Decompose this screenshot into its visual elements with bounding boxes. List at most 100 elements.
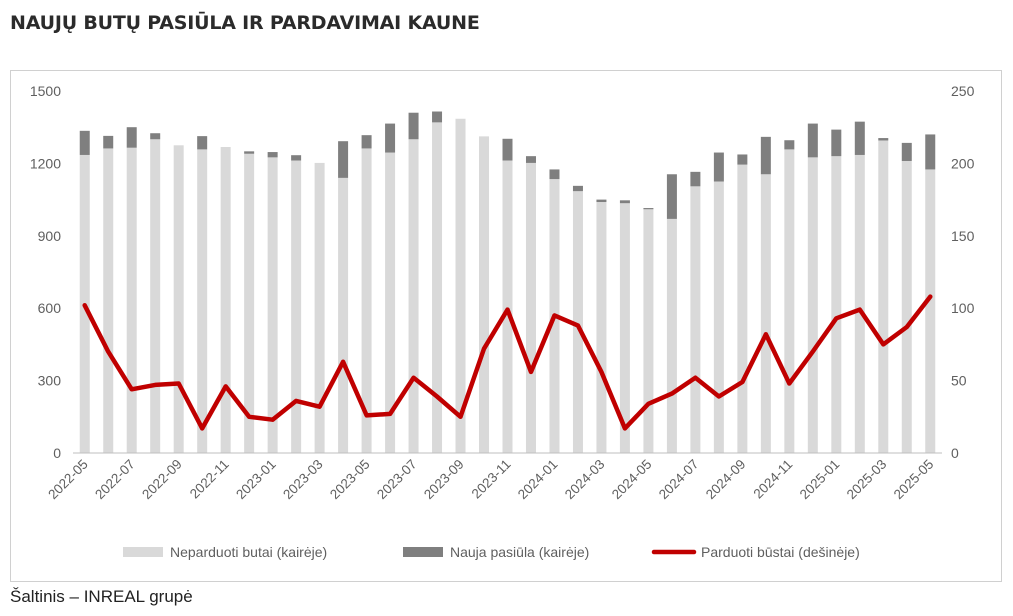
bar-unsold-2025-04 [901,160,912,453]
bar-new-supply-2022-06 [103,135,114,149]
bar-unsold-2025-01 [831,156,842,453]
series-line-sold [82,294,933,431]
bar-unsold-2023-10 [479,136,490,453]
chart-svg: 0 300 600 900 1200 1500 0 50 100 150 200 250 2022-05… [30,83,975,560]
right-tick-label: 200 [951,155,975,171]
bar-unsold-2024-02 [572,191,583,454]
bar-unsold-2022-12 [244,153,255,453]
legend-sold-label: Parduoti būstai (dešinėje) [701,544,860,560]
x-tick-label: 2022-09 [139,457,185,503]
left-tick-label: 900 [38,228,62,244]
bar-new-supply-2022-05 [79,130,90,155]
x-tick-label: 2025-05 [891,457,937,503]
bar-unsold-2023-09 [455,118,466,454]
bar-new-supply-2023-02 [291,155,302,161]
bar-new-supply-2024-12 [807,123,818,158]
page-title: NAUJŲ BUTŲ PASIŪLA IR PARDAVIMAI KAUNE [10,12,480,34]
bar-new-supply-2023-04 [338,141,349,178]
x-tick-label: 2024-05 [609,457,655,503]
bar-unsold-2022-07 [126,147,137,454]
bar-unsold-2025-05 [925,169,936,453]
x-tick-label: 2024-11 [751,457,796,502]
left-tick-label: 1500 [30,83,61,99]
legend-new-supply-swatch [403,547,443,557]
bar-new-supply-2023-08 [432,111,443,123]
bar-unsold-2023-12 [525,162,536,453]
bar-new-supply-2024-08 [713,152,724,182]
legend-new-supply-label: Nauja pasiūla (kairėje) [450,544,589,560]
bar-unsold-2023-05 [361,148,372,454]
bar-unsold-2025-02 [854,154,865,453]
right-tick-label: 50 [951,373,967,389]
bar-new-supply-2024-06 [666,174,677,219]
x-tick-label: 2024-03 [562,457,608,503]
bar-new-supply-2024-03 [596,199,607,203]
x-tick-label: 2025-03 [844,457,890,503]
bar-new-supply-2024-11 [784,140,795,150]
right-tick-label: 0 [951,445,959,461]
bar-new-supply-2024-04 [619,200,630,204]
legend-unsold-label: Neparduoti butai (kairėje) [170,544,327,560]
bar-unsold-2023-02 [291,160,302,453]
bar-unsold-2024-08 [713,181,724,453]
bar-unsold-2022-10 [197,149,208,454]
x-tick-label: 2024-09 [703,457,749,503]
bar-unsold-2023-03 [314,162,325,453]
bar-unsold-2023-11 [502,160,513,453]
bar-new-supply-2024-05 [643,208,654,210]
bar-new-supply-2022-12 [244,151,255,154]
bar-unsold-2023-06 [385,152,396,453]
bar-unsold-2024-03 [596,202,607,453]
bar-new-supply-2023-07 [408,112,419,140]
bar-new-supply-2023-01 [267,152,278,158]
bar-unsold-2024-11 [784,149,795,454]
right-tick-label: 250 [951,83,975,99]
left-tick-label: 1200 [30,155,61,171]
x-tick-label: 2023-11 [469,457,514,502]
x-tick-label: 2022-07 [92,457,138,503]
bar-new-supply-2023-11 [502,138,513,161]
bar-new-supply-2025-04 [901,142,912,161]
right-tick-label: 150 [951,228,975,244]
bar-new-supply-2024-07 [690,171,701,187]
bar-unsold-2024-05 [643,209,654,453]
x-tick-label: 2023-01 [233,457,279,503]
x-tick-label: 2025-01 [797,457,843,503]
bar-unsold-2023-01 [267,157,278,453]
bar-new-supply-2025-02 [854,121,865,155]
chart-frame: 0 300 600 900 1200 1500 0 50 100 150 200 250 2022-05… [10,70,1002,582]
bar-unsold-2025-03 [878,140,889,453]
bar-unsold-2024-12 [807,157,818,453]
bar-new-supply-2022-08 [150,133,161,140]
x-tick-label: 2023-09 [421,457,467,503]
x-tick-label: 2024-07 [656,457,702,503]
left-tick-label: 0 [53,445,61,461]
bar-new-supply-2022-10 [197,136,208,150]
legend-unsold-swatch [123,547,163,557]
bar-unsold-2023-07 [408,139,419,453]
bar-new-supply-2025-05 [925,134,936,170]
bar-unsold-2023-04 [338,177,349,453]
bar-new-supply-2023-12 [525,156,536,163]
x-tick-label: 2022-05 [45,457,91,503]
bar-unsold-2024-10 [760,174,771,453]
bar-unsold-2022-11 [220,146,231,454]
bar-unsold-2022-08 [150,139,161,453]
x-tick-label: 2023-07 [374,457,420,503]
bar-new-supply-2024-02 [572,185,583,192]
bar-new-supply-2025-03 [878,138,889,141]
x-tick-label: 2024-01 [515,457,561,503]
x-tick-label: 2023-03 [280,457,326,503]
bar-unsold-2024-09 [737,164,748,453]
bar-unsold-2023-08 [432,122,443,453]
x-tick-label: 2023-05 [327,457,373,503]
bar-unsold-2022-09 [173,145,184,454]
bar-new-supply-2025-01 [831,129,842,157]
bar-unsold-2024-04 [619,203,630,453]
left-tick-label: 300 [38,373,62,389]
bar-new-supply-2022-07 [126,127,137,148]
x-tick-label: 2022-11 [187,457,232,502]
bar-unsold-2022-06 [103,148,114,454]
source-note: Šaltinis – INREAL grupė [10,587,193,606]
bar-new-supply-2023-06 [385,123,396,153]
